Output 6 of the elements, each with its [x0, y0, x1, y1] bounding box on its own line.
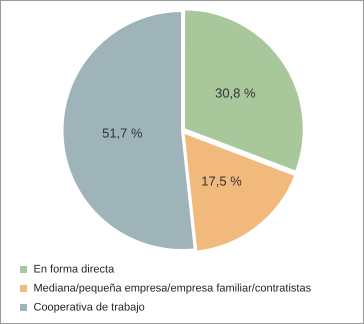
legend-label: Cooperativa de trabajo [34, 302, 145, 314]
legend-label: En forma directa [34, 264, 116, 276]
data-label: 51,7 % [102, 125, 144, 140]
legend-label: Mediana/pequeña empresa/empresa familiar/contratistas [34, 282, 312, 295]
data-label: 17,5 % [201, 173, 242, 188]
data-label: 30,8 % [215, 85, 256, 100]
